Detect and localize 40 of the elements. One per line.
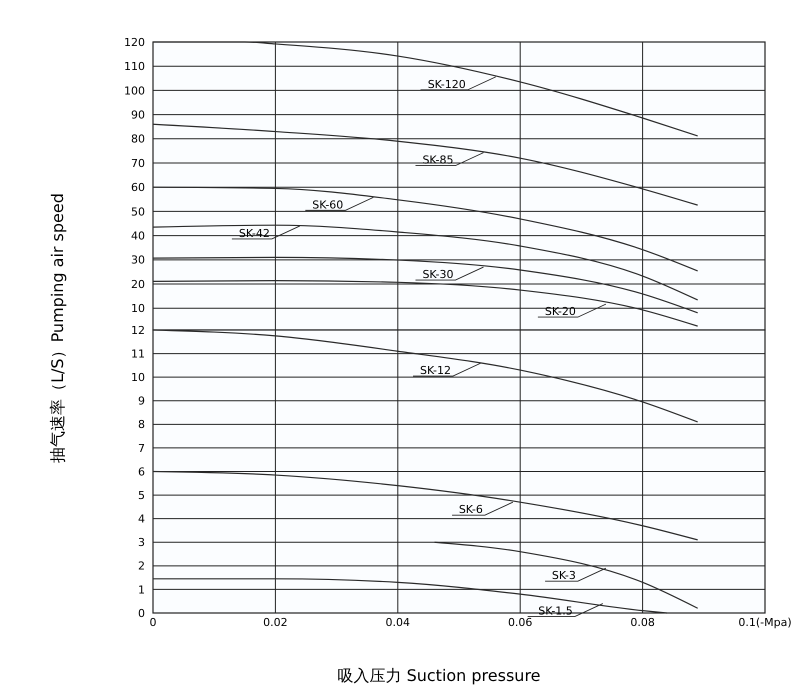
y-tick-label: 120 [124, 36, 145, 49]
y-tick-label: 6 [138, 465, 145, 478]
y-tick-label: 30 [131, 254, 145, 267]
y-tick-label: 8 [138, 418, 145, 432]
annotation: SK-120 [428, 78, 466, 91]
x-tick-label: 0.02 [263, 616, 288, 629]
annotation: SK-20 [544, 305, 576, 318]
annotation: SK-60 [312, 198, 344, 212]
y-tick-label: 10 [131, 371, 145, 384]
y-tick-label: 11 [131, 347, 145, 360]
x-tick-label: 0 [150, 616, 156, 629]
y-tick-label: 110 [124, 60, 145, 74]
y-tick-label: 7 [138, 442, 145, 455]
annotation: SK-6 [458, 503, 483, 516]
x-tick-label: 0.04 [386, 616, 410, 629]
annotation: SK-3 [552, 569, 576, 582]
y-tick-label: 20 [131, 278, 145, 291]
y-tick-label: 9 [138, 394, 145, 408]
x-axis-title: 吸入压力 Suction pressure [337, 666, 541, 685]
y-tick-label: 60 [131, 181, 145, 194]
y-tick-label: 12 [131, 324, 145, 337]
annotation: SK-12 [420, 364, 452, 378]
x-tick-label: 0.06 [508, 616, 532, 629]
x-tick-label: 0.08 [630, 616, 655, 629]
y-tick-label: 5 [138, 488, 145, 502]
y-tick-label: 70 [131, 156, 145, 170]
y-tick-label: 4 [138, 512, 145, 526]
y-tick-label: 0 [138, 606, 145, 620]
x-tick-label: 0.1(-Mpa) [738, 616, 792, 629]
y-tick-label: 90 [131, 108, 145, 122]
y-tick-label: 1 [138, 583, 145, 596]
y-tick-label: 2 [138, 560, 145, 573]
annotation: SK-30 [422, 268, 454, 282]
y-tick-label: 10 [131, 302, 145, 316]
y-tick-label: 3 [138, 536, 145, 550]
y-tick-label: 40 [131, 229, 145, 242]
y-axis-title: 抽气速率（L/S）Pumping air speed [48, 193, 67, 463]
y-tick-label: 80 [131, 132, 145, 146]
y-tick-label: 100 [124, 84, 145, 98]
y-tick-label: 50 [131, 205, 145, 218]
